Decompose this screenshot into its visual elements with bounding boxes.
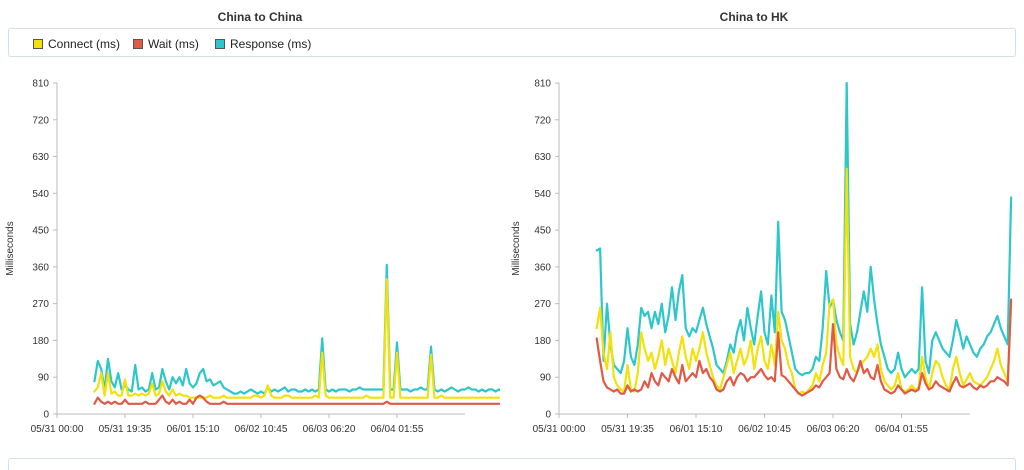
legend-swatch-connect bbox=[33, 39, 43, 49]
y-tick-label: 180 bbox=[534, 336, 551, 347]
x-tick-label: 06/03 06:20 bbox=[303, 424, 356, 435]
legend: Connect (ms) Wait (ms) Response (ms) bbox=[8, 28, 1016, 57]
line-chart-china-to-china: 0 90 180 270 360 450 540 630 720 810 05/31 00:00 05… bbox=[5, 79, 500, 435]
y-tick-label: 720 bbox=[32, 115, 49, 126]
x-tick-label: 05/31 00:00 bbox=[31, 424, 84, 435]
legend-swatch-response bbox=[215, 39, 225, 49]
x-tick-label: 06/03 06:20 bbox=[807, 424, 860, 435]
chart-title-right: China to HK bbox=[719, 10, 789, 24]
y-tick-label: 180 bbox=[32, 336, 49, 347]
y-tick-label: 630 bbox=[534, 152, 551, 163]
x-tick-label: 06/01 15:10 bbox=[167, 424, 220, 435]
x-tick-label: 05/31 00:00 bbox=[533, 424, 586, 435]
y-tick-label: 630 bbox=[32, 152, 49, 163]
y-tick-label: 270 bbox=[534, 299, 551, 310]
y-tick-label: 360 bbox=[32, 262, 49, 273]
x-tick-label: 06/04 01:55 bbox=[371, 424, 424, 435]
x-tick-label: 06/02 10:45 bbox=[738, 424, 791, 435]
x-tick-label: 05/31 19:35 bbox=[99, 424, 152, 435]
legend-label-response: Response (ms) bbox=[230, 37, 312, 51]
y-axis-label: Milliseconds bbox=[511, 221, 522, 275]
series-line-response bbox=[595, 81, 1013, 379]
y-tick-label: 360 bbox=[534, 262, 551, 273]
y-tick-label: 90 bbox=[38, 373, 50, 384]
x-tick-label: 05/31 19:35 bbox=[601, 424, 654, 435]
series-line-wait bbox=[93, 394, 500, 405]
chart-title-left: China to China bbox=[217, 10, 303, 24]
y-tick-label: 810 bbox=[534, 79, 551, 90]
y-tick-label: 810 bbox=[32, 79, 49, 90]
series-line-wait bbox=[595, 298, 1013, 397]
legend-item-connect[interactable]: Connect (ms) bbox=[33, 37, 120, 51]
y-tick-label: 450 bbox=[534, 226, 551, 237]
x-tick-label: 06/04 01:55 bbox=[875, 424, 928, 435]
y-tick-label: 450 bbox=[32, 226, 49, 237]
line-chart-china-to-hk: 0 90 180 270 360 450 540 630 720 810 05/31 00:00 05… bbox=[511, 79, 1013, 435]
y-tick-label: 540 bbox=[534, 189, 551, 200]
y-tick-label: 0 bbox=[545, 410, 551, 421]
legend-item-wait[interactable]: Wait (ms) bbox=[133, 37, 199, 51]
footer-panel bbox=[8, 458, 1016, 470]
legend-label-connect: Connect (ms) bbox=[48, 37, 121, 51]
series-line-connect bbox=[93, 278, 500, 399]
y-axis-label: Milliseconds bbox=[5, 221, 16, 275]
legend-swatch-wait bbox=[133, 39, 143, 49]
y-tick-label: 270 bbox=[32, 299, 49, 310]
y-tick-label: 720 bbox=[534, 115, 551, 126]
legend-item-response[interactable]: Response (ms) bbox=[215, 37, 311, 51]
legend-label-wait: Wait (ms) bbox=[148, 37, 199, 51]
series-line-connect bbox=[595, 167, 1013, 395]
y-tick-label: 0 bbox=[43, 410, 49, 421]
series-line-response bbox=[93, 263, 500, 395]
y-tick-label: 540 bbox=[32, 189, 49, 200]
x-tick-label: 06/02 10:45 bbox=[235, 424, 288, 435]
x-tick-label: 06/01 15:10 bbox=[670, 424, 723, 435]
y-tick-label: 90 bbox=[540, 373, 552, 384]
